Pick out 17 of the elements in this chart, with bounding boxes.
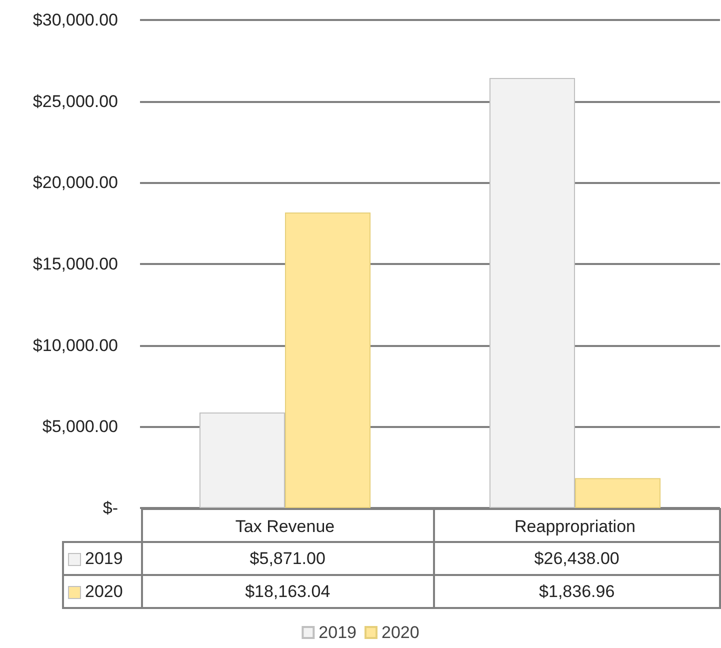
x-tick-label: Reappropriation — [514, 517, 636, 536]
legend-label: 2020 — [382, 623, 420, 642]
x-tick-label: Tax Revenue — [235, 517, 335, 536]
y-tick-label: $15,000.00 — [32, 254, 118, 274]
data-label: $18,163.04 — [142, 575, 434, 608]
y-tick-label: $10,000.00 — [32, 336, 118, 355]
text: 2020 — [85, 582, 123, 600]
text: 2019 — [318, 623, 357, 642]
data-label: $26,438.00 — [434, 542, 720, 575]
y-tick-label: $25,000.00 — [32, 92, 118, 111]
y-tick-label: $- — [102, 498, 118, 518]
data-label: $1,836.96 — [434, 575, 720, 608]
y-tick-label: $5,000.00 — [42, 417, 118, 436]
y-tick-label: $20,000.00 — [32, 173, 118, 192]
data-label: $5,871.00 — [142, 542, 434, 575]
legend-label: 2019 — [85, 548, 123, 568]
y-tick-label: $30,000.00 — [32, 10, 118, 30]
